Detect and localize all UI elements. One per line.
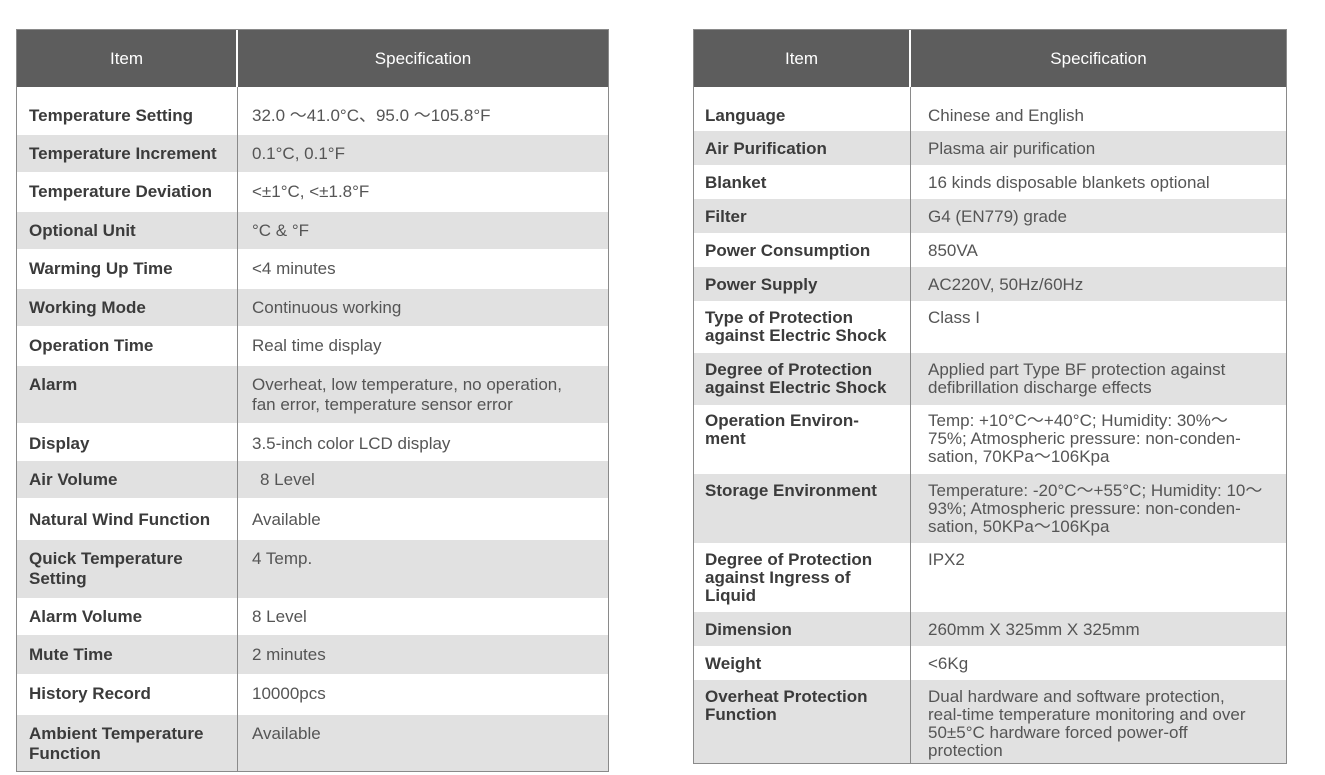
specification-cell: AC220V, 50Hz/60Hz [928, 275, 1084, 294]
table-row: Operation Environ-ment Temp: +10°C～+40°C;… [694, 405, 1286, 474]
table-row: History Record 10000pcs [17, 674, 608, 715]
table-row: Operation Time Real time display [17, 326, 608, 366]
table-row: Dimension 260mm X 325mm X 325mm [694, 612, 1286, 646]
table-row: Overheat Protection Function Dual hardware… [694, 680, 1286, 763]
table-row: Display 3.5-inch color LCD display [17, 423, 608, 461]
specification-cell: Class I [928, 308, 980, 327]
specification-cell: G4 (EN779) grade [928, 207, 1067, 226]
table-row: Warming Up Time <4 minutes [17, 249, 608, 289]
left-spec-table: Item Specification Temperature Setting 32… [16, 29, 609, 772]
specification-cell: <4 minutes [252, 259, 336, 278]
item-cell: Optional Unit [17, 212, 238, 249]
item-cell: Degree of Protection against Ingress of Li… [694, 543, 911, 612]
specification-cell: 16 kinds disposable blankets optional [928, 173, 1210, 192]
specification-cell: °C & °F [252, 221, 310, 240]
table-row: Filter G4 (EN779) grade [694, 199, 1286, 233]
specification-cell: 850VA [928, 241, 978, 260]
table-row: Quick Temperature Setting 4 Temp. [17, 540, 608, 598]
table-row: Type of Protection against Electric Shock… [694, 301, 1286, 353]
table-row: Air Purification Plasma air purification [694, 131, 1286, 165]
item-cell: Quick Temperature Setting [17, 540, 238, 598]
item-cell: Alarm Volume [17, 598, 238, 635]
table-row: Alarm Volume 8 Level [17, 598, 608, 635]
item-cell: Mute Time [17, 635, 238, 674]
item-cell: Filter [694, 199, 911, 233]
item-column-header: Item [17, 30, 238, 87]
specification-cell: 0.1°C, 0.1°F [252, 144, 345, 163]
item-cell: Working Mode [17, 289, 238, 326]
specification-cell: Available [252, 724, 321, 743]
item-cell: Operation Environ-ment [694, 405, 911, 474]
specification-cell: 8 Level [252, 607, 307, 626]
specification-cell: IPX2 [928, 550, 965, 569]
item-cell: Air Purification [694, 131, 911, 165]
table-row: Air Volume 8 Level [17, 461, 608, 498]
table-row: Optional Unit °C & °F [17, 212, 608, 249]
specification-cell: Applied part Type BF protection against d… [928, 360, 1226, 397]
specification-cell: 2 minutes [252, 645, 326, 664]
item-cell: Language [694, 93, 911, 131]
table-row: Weight <6Kg [694, 646, 1286, 680]
table-row: Working Mode Continuous working [17, 289, 608, 326]
item-column-header: Item [694, 30, 911, 87]
specification-column-header: Specification [1050, 48, 1147, 68]
specification-cell: <6Kg [928, 654, 969, 673]
table-header: Item Specification [694, 30, 1286, 87]
item-cell: Temperature Increment [17, 135, 238, 172]
specification-cell: 260mm X 325mm X 325mm [928, 620, 1140, 639]
specification-cell: Available [252, 510, 321, 529]
item-cell: Temperature Deviation [17, 172, 238, 212]
specification-cell: 32.0 ～41.0°C、95.0 ～105.8°F [252, 106, 491, 125]
table-row: Power Supply AC220V, 50Hz/60Hz [694, 267, 1286, 301]
table-row: Temperature Deviation <±1°C, <±1.8°F [17, 172, 608, 212]
table-row: Degree of Protection against Electric Sho… [694, 353, 1286, 405]
item-cell: Type of Protection against Electric Shock [694, 301, 911, 353]
table-row: Language Chinese and English [694, 93, 1286, 131]
specification-cell: Dual hardware and software protection, re… [928, 687, 1246, 760]
table-row: Mute Time 2 minutes [17, 635, 608, 674]
specification-cell: Temp: +10°C～+40°C; Humidity: 30%～ 75%; At… [928, 411, 1241, 466]
specification-cell: Chinese and English [928, 106, 1084, 125]
table-header: Item Specification [17, 30, 608, 87]
specification-cell: Temperature: -20°C～+55°C; Humidity: 10～ 9… [928, 481, 1263, 536]
table-row: Natural Wind Function Available [17, 498, 608, 540]
item-cell: Alarm [17, 366, 238, 423]
table-row: Blanket 16 kinds disposable blankets opti… [694, 165, 1286, 199]
item-cell: History Record [17, 674, 238, 715]
item-cell: Power Supply [694, 267, 911, 301]
item-cell: Ambient Temperature Function [17, 715, 238, 771]
table-row: Temperature Increment 0.1°C, 0.1°F [17, 135, 608, 172]
specification-cell: <±1°C, <±1.8°F [252, 182, 370, 201]
table-row: Power Consumption 850VA [694, 233, 1286, 267]
table-row: Storage Environment Temperature: -20°C～+5… [694, 474, 1286, 543]
item-cell: Blanket [694, 165, 911, 199]
item-cell: Air Volume [17, 461, 238, 498]
specification-column-header: Specification [374, 48, 472, 68]
specification-cell: 4 Temp. [252, 549, 313, 568]
table-row: Degree of Protection against Ingress of Li… [694, 543, 1286, 612]
item-cell: Warming Up Time [17, 249, 238, 289]
item-cell: Degree of Protection against Electric Sho… [694, 353, 911, 405]
table-row: Temperature Setting 32.0 ～41.0°C、95.0 ～10… [17, 93, 608, 135]
specification-cell: 10000pcs [252, 684, 326, 703]
specification-cell: Overheat, low temperature, no operation,… [252, 375, 562, 414]
item-cell: Storage Environment [694, 474, 911, 543]
item-cell: Power Consumption [694, 233, 911, 267]
table-row: Ambient Temperature Function Available [17, 715, 608, 771]
item-cell: Temperature Setting [17, 93, 238, 135]
item-cell: Natural Wind Function [17, 498, 238, 540]
item-cell: Operation Time [17, 326, 238, 366]
right-spec-table: Item Specification Language Chinese and E… [693, 29, 1287, 764]
specification-cell: 8 Level [260, 470, 315, 489]
specification-cell: Real time display [252, 336, 382, 355]
specification-cell: 3.5-inch color LCD display [252, 434, 451, 453]
item-cell: Overheat Protection Function [694, 680, 911, 763]
item-cell: Weight [694, 646, 911, 680]
specification-cell: Plasma air purification [928, 139, 1096, 158]
specification-cell: Continuous working [252, 298, 402, 317]
item-cell: Dimension [694, 612, 911, 646]
item-cell: Display [17, 423, 238, 461]
table-row: Alarm Overheat, low temperature, no opera… [17, 366, 608, 423]
